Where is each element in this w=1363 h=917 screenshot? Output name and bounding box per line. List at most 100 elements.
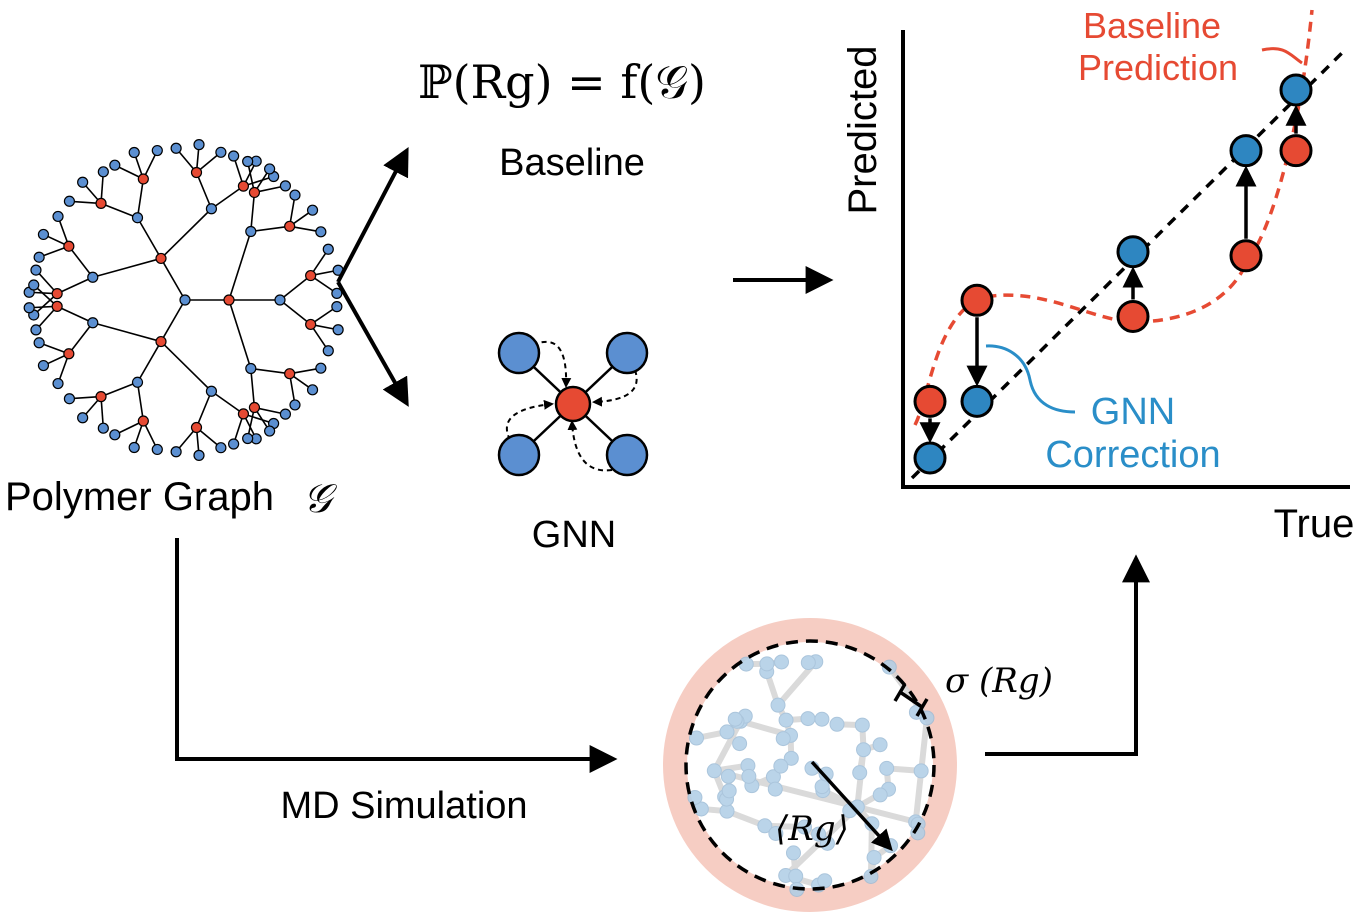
polymer-bead: [23, 302, 35, 314]
md-bead: [879, 760, 895, 776]
polymer-bead: [215, 146, 227, 158]
polymer-bead: [289, 399, 301, 411]
md-bead: [800, 711, 816, 727]
gnn-annotation-line2: Correction: [1045, 434, 1220, 476]
polymer-bead: [95, 197, 107, 209]
baseline-annotation-line1: Baseline: [1083, 5, 1221, 46]
polymer-bead: [63, 348, 75, 360]
md-bead: [783, 750, 799, 766]
polymer-bead: [63, 195, 76, 207]
md-bead: [727, 711, 743, 727]
polymer-bead: [331, 287, 343, 299]
polymer-bead: [51, 288, 63, 300]
md-bead: [818, 766, 834, 782]
polymer-bead: [264, 163, 276, 175]
md-bead: [721, 783, 737, 799]
baseline-prediction-curve: [913, 9, 1314, 426]
polymer-bead: [205, 203, 218, 215]
branch-arrows: [336, 147, 409, 407]
polymer-bead: [332, 324, 344, 336]
polymer-bead: [306, 204, 319, 216]
polymer-bead: [179, 294, 191, 306]
polymer-bead: [237, 408, 250, 420]
md-bead: [829, 716, 845, 732]
polymer-bead: [51, 300, 63, 312]
polymer-bead: [305, 269, 317, 282]
gnn-corrected-point: [960, 384, 994, 418]
polymer-bead: [155, 252, 167, 265]
polymer-bead: [264, 425, 276, 437]
baseline-point: [1279, 134, 1313, 168]
baseline-formula: ℙ(Rg) = f(𝒢): [418, 55, 706, 109]
md-bead: [778, 712, 794, 728]
md-bead: [854, 717, 870, 733]
polymer-bead: [284, 368, 296, 380]
md-bond: [711, 767, 861, 810]
polymer-bead: [52, 377, 64, 390]
polymer-bead: [52, 210, 64, 223]
baseline-point: [1229, 239, 1263, 273]
polymer-bead: [289, 189, 301, 201]
polymer-bead: [284, 220, 296, 232]
polymer-bead: [242, 155, 254, 168]
md-bead: [913, 763, 929, 779]
polymer-bead: [137, 173, 149, 185]
polymer-bead: [248, 186, 261, 199]
polymer-bead: [228, 150, 240, 162]
polymer-bead: [30, 264, 42, 276]
polymer-graph-illustration: [23, 139, 344, 461]
md-bead: [800, 655, 816, 671]
gnn-corrected-point: [1229, 134, 1263, 168]
md-bead: [788, 868, 804, 884]
polymer-bead: [33, 337, 45, 349]
md-bead: [819, 835, 835, 851]
md-bead: [811, 826, 827, 842]
polymer-bead: [242, 432, 254, 445]
polymer-bead: [37, 228, 50, 241]
polymer-bead: [77, 176, 89, 188]
polymer-bead: [237, 180, 250, 192]
polymer-bead: [248, 401, 261, 414]
gnn-neighbor-node: [605, 433, 649, 477]
polymer-bead: [63, 393, 76, 405]
gnn-annotation-line1: GNN: [1091, 391, 1175, 433]
polymer-bead: [322, 243, 334, 255]
polymer-bead: [279, 408, 292, 420]
polymer-bead: [228, 438, 240, 450]
polymer-bead: [30, 324, 42, 336]
md-bead: [881, 659, 897, 675]
mean-rg-label: ⟨Rg⟩: [775, 809, 849, 849]
md-bead: [852, 765, 868, 781]
rg-radius-arrow: [810, 760, 893, 852]
polymer-bead: [315, 226, 327, 238]
gnn-neighbor-node: [497, 433, 541, 477]
polymer-bead: [87, 317, 99, 329]
polymer-bead: [205, 385, 218, 397]
md-bead: [872, 787, 888, 803]
polymer-bead: [33, 251, 45, 263]
polymer-bead: [137, 415, 149, 427]
prediction-plot: [901, 9, 1350, 489]
baseline-point: [1116, 299, 1150, 333]
gnn-neighbor-node: [497, 331, 541, 375]
polymer-bead: [28, 279, 40, 291]
polymer-bead: [193, 449, 205, 461]
polymer-bead: [109, 159, 121, 171]
polymer-bead: [315, 362, 327, 374]
y-axis-label: Predicted: [841, 46, 885, 215]
md-bead: [797, 819, 813, 835]
polymer-bead: [245, 225, 257, 238]
polymer-bead: [193, 139, 205, 151]
md-bead: [768, 825, 784, 841]
polymer-bead: [305, 318, 317, 331]
polymer-bead: [131, 212, 144, 224]
polymer-bead: [279, 180, 292, 192]
md-bead: [767, 781, 783, 797]
gnn-callout-line: [985, 344, 1076, 414]
polymer-bead: [37, 359, 50, 372]
md-bead: [872, 737, 888, 753]
polymer-bead: [190, 421, 203, 434]
polymer-bead: [151, 443, 163, 456]
md-bead: [706, 763, 722, 779]
md-bead: [785, 845, 801, 861]
